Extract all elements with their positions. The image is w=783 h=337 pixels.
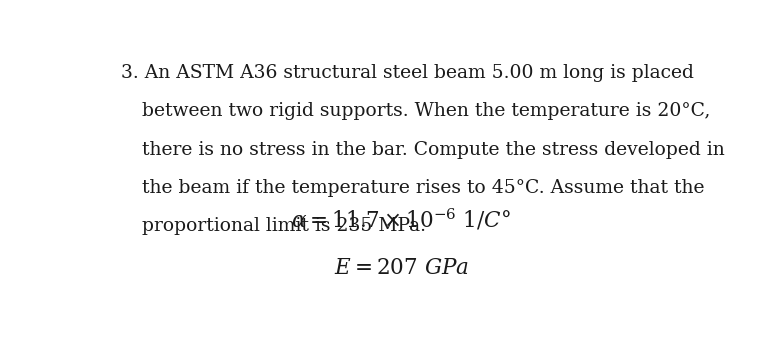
Text: 3. An ASTM A36 structural steel beam 5.00 m long is placed: 3. An ASTM A36 structural steel beam 5.0… bbox=[121, 64, 694, 82]
Text: proportional limit is 235 MPa.: proportional limit is 235 MPa. bbox=[142, 217, 426, 236]
Text: $E = 207\ GPa$: $E = 207\ GPa$ bbox=[334, 258, 469, 278]
Text: between two rigid supports. When the temperature is 20°C,: between two rigid supports. When the tem… bbox=[142, 102, 710, 120]
Text: there is no stress in the bar. Compute the stress developed in: there is no stress in the bar. Compute t… bbox=[142, 141, 724, 159]
Text: $\alpha = 11.7 \times 10^{-6}\ 1/C°$: $\alpha = 11.7 \times 10^{-6}\ 1/C°$ bbox=[291, 207, 511, 232]
Text: the beam if the temperature rises to 45°C. Assume that the: the beam if the temperature rises to 45°… bbox=[142, 179, 704, 197]
